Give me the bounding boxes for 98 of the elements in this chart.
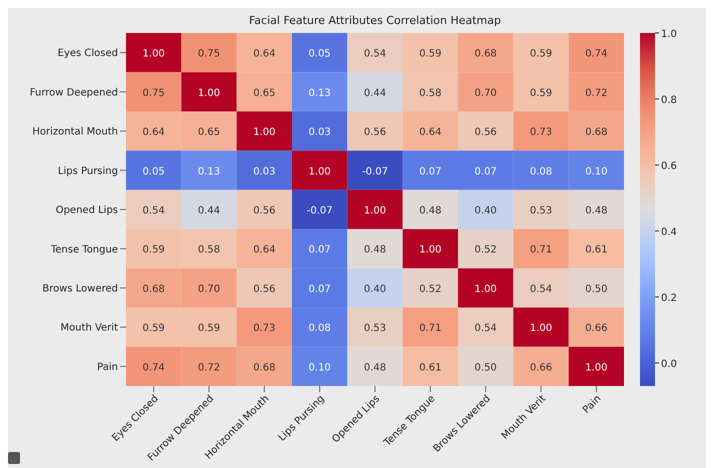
data-label: 0.59 — [142, 244, 165, 256]
data-label: 0.13 — [308, 88, 331, 99]
data-label: 0.71 — [419, 323, 442, 334]
data-label: 0.13 — [198, 166, 220, 178]
data-label: 0.54 — [142, 206, 165, 216]
y-tick-label: Pain — [97, 362, 118, 373]
data-label: 0.40 — [364, 284, 386, 295]
chart-title: Facial Feature Attributes Correlation Heatmap — [248, 14, 502, 27]
data-label: 0.64 — [253, 48, 276, 60]
data-label: 0.03 — [308, 127, 331, 138]
data-label: 1.00 — [585, 362, 608, 374]
data-label: 1.00 — [364, 206, 386, 216]
data-label: 0.70 — [198, 284, 220, 295]
data-label: 0.59 — [142, 323, 165, 334]
data-label: 0.40 — [474, 206, 497, 216]
data-label: 0.59 — [530, 48, 552, 60]
color-bar-label: 0.6 — [661, 160, 677, 172]
y-tick-label: Tense Tongue — [50, 244, 118, 256]
data-label: 0.54 — [530, 284, 552, 295]
data-label: 0.56 — [253, 206, 276, 216]
data-label: 0.72 — [198, 362, 220, 374]
data-label: 0.07 — [474, 166, 497, 178]
data-label: 0.68 — [142, 284, 165, 295]
data-label: 0.08 — [530, 166, 552, 178]
data-label: 0.53 — [364, 323, 386, 334]
data-label: 0.58 — [419, 88, 442, 99]
data-label: 0.08 — [308, 323, 331, 334]
y-tick-label: Mouth Verit — [60, 322, 118, 334]
color-bar-label: 0.0 — [661, 358, 677, 370]
data-label: 0.72 — [585, 88, 608, 99]
data-label: 0.54 — [364, 48, 386, 60]
data-label: 0.05 — [308, 48, 331, 60]
data-label: 0.53 — [530, 206, 552, 216]
data-label: 0.05 — [142, 166, 165, 178]
data-label: 0.44 — [364, 88, 386, 99]
data-label: 0.73 — [530, 127, 552, 138]
data-label: 1.00 — [198, 88, 220, 99]
data-label: -0.07 — [306, 206, 333, 216]
data-label: 0.03 — [253, 166, 276, 178]
color-bar-label: 1.0 — [661, 29, 677, 40]
data-label: 0.66 — [530, 362, 552, 374]
data-label: 0.59 — [530, 88, 552, 99]
data-label: 0.56 — [364, 127, 386, 138]
data-label: 0.54 — [474, 323, 497, 334]
data-label: 0.65 — [253, 88, 276, 99]
data-label: 0.10 — [585, 166, 608, 178]
data-label: 0.61 — [419, 362, 442, 374]
data-label: 0.07 — [419, 166, 442, 178]
data-label: 0.64 — [142, 127, 165, 138]
data-label: 0.66 — [585, 323, 608, 334]
data-label: 0.68 — [585, 127, 608, 138]
data-label: 0.58 — [198, 244, 220, 256]
data-label: 0.48 — [419, 206, 442, 216]
y-tick-label: Brows Lowered — [42, 283, 118, 294]
data-label: -0.07 — [362, 166, 388, 178]
data-label: 0.10 — [308, 362, 331, 374]
data-label: 0.74 — [585, 48, 608, 60]
data-label: 0.07 — [308, 284, 331, 295]
data-label: 0.71 — [530, 244, 552, 256]
data-label: 0.64 — [419, 127, 442, 138]
data-label: 0.50 — [474, 362, 497, 374]
y-tick-label: Horizontal Mouth — [32, 126, 118, 138]
data-label: 1.00 — [308, 166, 331, 178]
data-label: 1.00 — [474, 284, 497, 295]
data-label: 0.65 — [198, 127, 220, 138]
data-label: 0.07 — [308, 244, 331, 256]
data-label: 0.52 — [474, 244, 497, 256]
data-label: 0.73 — [253, 323, 276, 334]
data-label: 0.64 — [253, 244, 276, 256]
data-label: 0.48 — [364, 362, 386, 374]
data-label: 0.59 — [198, 323, 220, 334]
data-label: 0.50 — [585, 284, 608, 295]
y-tick-label: Eyes Closed — [58, 48, 118, 60]
data-label: 0.61 — [585, 244, 608, 256]
data-label: 1.00 — [419, 244, 442, 256]
data-label: 0.75 — [142, 88, 165, 99]
data-label: 0.74 — [142, 362, 165, 374]
data-label: 0.44 — [198, 206, 220, 216]
color-bar-label: 0.8 — [661, 94, 677, 106]
data-label: 1.00 — [530, 323, 552, 334]
data-label: 1.00 — [253, 127, 276, 138]
data-label: 0.56 — [474, 127, 497, 138]
y-tick-label: Lips Pursing — [58, 166, 118, 177]
data-label: 0.68 — [474, 48, 497, 60]
data-label: 0.68 — [253, 362, 276, 374]
x-tick-label: Pain — [580, 393, 604, 416]
data-label: 0.48 — [364, 244, 386, 256]
data-label: 0.59 — [419, 48, 442, 60]
y-tick-label: Opened Lips — [56, 205, 118, 216]
data-label: 0.75 — [198, 48, 220, 60]
data-label: 0.52 — [419, 284, 442, 295]
data-label: 1.00 — [142, 48, 165, 60]
color-bar-label: 0.2 — [661, 292, 677, 304]
data-label: 0.56 — [253, 284, 276, 295]
data-label: 0.70 — [474, 88, 497, 99]
y-tick-label: Furrow Deepened — [30, 87, 118, 98]
data-label: 0.48 — [585, 206, 608, 216]
color-bar-label: 0.4 — [661, 226, 677, 238]
